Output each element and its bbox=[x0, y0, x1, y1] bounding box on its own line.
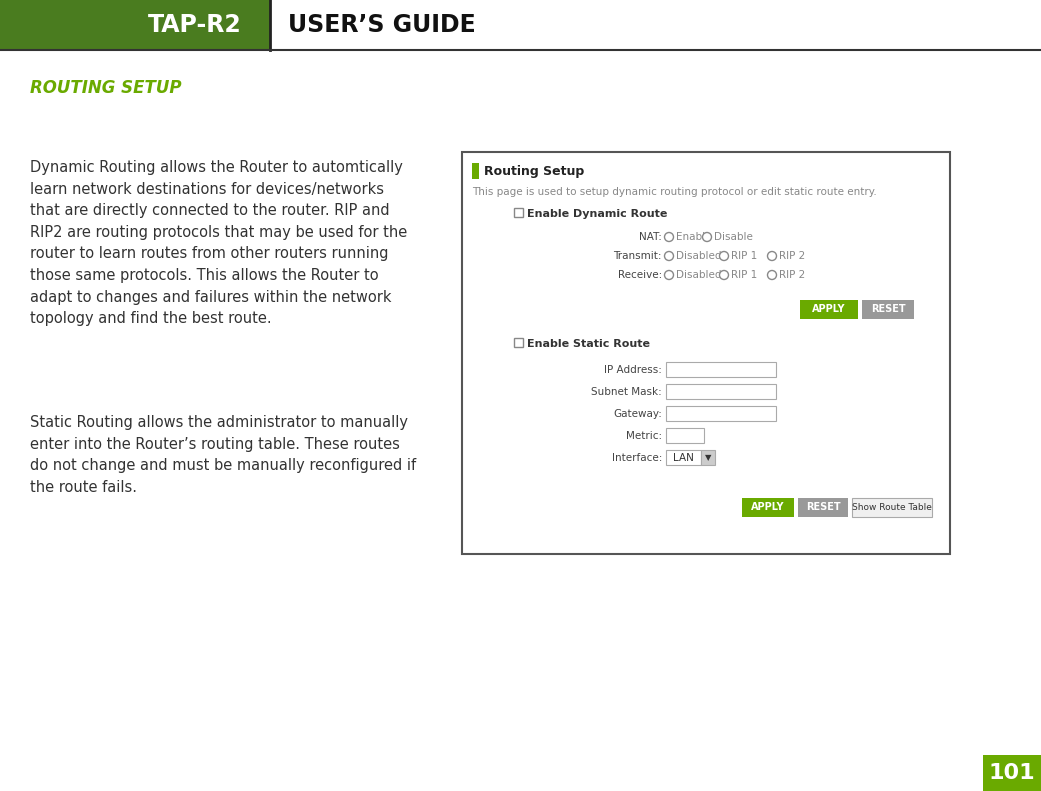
Text: ▼: ▼ bbox=[705, 453, 711, 463]
Text: Show Route Table: Show Route Table bbox=[853, 503, 932, 512]
Bar bbox=[514, 208, 523, 217]
Bar bbox=[799, 300, 858, 319]
Text: NAT:: NAT: bbox=[639, 232, 662, 242]
Text: 101: 101 bbox=[989, 763, 1036, 783]
Circle shape bbox=[703, 233, 711, 241]
Circle shape bbox=[664, 271, 674, 279]
Text: Interface:: Interface: bbox=[612, 453, 662, 463]
Text: Gateway:: Gateway: bbox=[613, 409, 662, 419]
Bar bbox=[983, 755, 1041, 791]
Text: Disable: Disable bbox=[714, 232, 753, 242]
Bar bbox=[742, 498, 794, 517]
Text: Enable: Enable bbox=[676, 232, 711, 242]
Text: RIP 2: RIP 2 bbox=[779, 270, 806, 280]
Text: LAN: LAN bbox=[672, 453, 694, 463]
Text: Static Routing allows the administrator to manually
enter into the Router’s rout: Static Routing allows the administrator … bbox=[30, 415, 416, 495]
Text: ROUTING SETUP: ROUTING SETUP bbox=[30, 79, 181, 97]
Text: Transmit:: Transmit: bbox=[613, 251, 662, 261]
Text: APPLY: APPLY bbox=[752, 502, 785, 513]
Bar bbox=[798, 498, 848, 517]
Text: IP Address:: IP Address: bbox=[604, 365, 662, 375]
Bar bbox=[852, 498, 932, 517]
Text: Metric:: Metric: bbox=[626, 431, 662, 441]
Text: RIP 1: RIP 1 bbox=[731, 251, 757, 261]
Text: USER’S GUIDE: USER’S GUIDE bbox=[288, 13, 476, 37]
Circle shape bbox=[767, 271, 777, 279]
Circle shape bbox=[719, 271, 729, 279]
Bar bbox=[666, 450, 701, 465]
Bar bbox=[472, 163, 479, 179]
Text: TAP-R2: TAP-R2 bbox=[148, 13, 242, 37]
Bar bbox=[514, 338, 523, 347]
Text: Enable Static Route: Enable Static Route bbox=[527, 339, 650, 349]
Bar bbox=[666, 384, 776, 399]
Bar bbox=[666, 428, 704, 443]
Text: Routing Setup: Routing Setup bbox=[484, 165, 584, 177]
Bar bbox=[666, 362, 776, 377]
Text: APPLY: APPLY bbox=[812, 305, 845, 315]
Circle shape bbox=[719, 252, 729, 260]
Circle shape bbox=[664, 233, 674, 241]
Text: RIP 2: RIP 2 bbox=[779, 251, 806, 261]
Circle shape bbox=[664, 252, 674, 260]
Bar bbox=[270, 0, 1041, 50]
Bar bbox=[462, 152, 950, 554]
Text: This page is used to setup dynamic routing protocol or edit static route entry.: This page is used to setup dynamic routi… bbox=[472, 187, 877, 197]
Text: RESET: RESET bbox=[806, 502, 840, 513]
Text: Receive:: Receive: bbox=[617, 270, 662, 280]
Bar bbox=[701, 450, 715, 465]
Text: RIP 1: RIP 1 bbox=[731, 270, 757, 280]
Text: Disabled: Disabled bbox=[676, 270, 721, 280]
Bar bbox=[862, 300, 914, 319]
Text: Enable Dynamic Route: Enable Dynamic Route bbox=[527, 209, 667, 219]
Bar bbox=[0, 0, 270, 50]
Text: Disabled: Disabled bbox=[676, 251, 721, 261]
Text: Subnet Mask:: Subnet Mask: bbox=[591, 387, 662, 397]
Text: Dynamic Routing allows the Router to automtically
learn network destinations for: Dynamic Routing allows the Router to aut… bbox=[30, 160, 407, 326]
Bar bbox=[666, 406, 776, 421]
Text: RESET: RESET bbox=[870, 305, 906, 315]
Circle shape bbox=[767, 252, 777, 260]
